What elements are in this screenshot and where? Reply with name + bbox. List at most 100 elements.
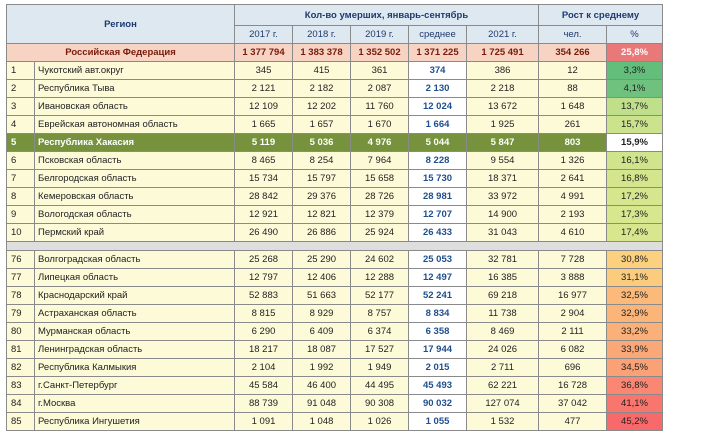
average-cell: 2 130 (408, 79, 467, 98)
percent-cell: 4,1% (606, 79, 663, 98)
value-2017-cell: 6 290 (234, 322, 293, 341)
table-row: 79 Астраханская область 8 815 8 929 8 757 8 8… (6, 304, 663, 323)
region-name-cell: Астраханская область (34, 304, 235, 323)
table-row: 83 г.Санкт-Петербург 45 584 46 400 44 495 45 … (6, 376, 663, 395)
rank-cell: 80 (6, 322, 35, 341)
people-cell: 2 111 (538, 322, 607, 341)
average-cell: 12 024 (408, 97, 467, 116)
value-2018-cell: 91 048 (292, 394, 351, 413)
people-cell: 12 (538, 61, 607, 80)
rank-cell: 9 (6, 205, 35, 224)
value-2019-cell: 7 964 (350, 151, 409, 170)
region-name-cell: Краснодарский край (34, 286, 235, 305)
value-2021-cell: 62 221 (466, 376, 539, 395)
average-header: среднее (408, 25, 467, 44)
growth-group-header: Рост к среднему (538, 4, 663, 26)
people-cell: 696 (538, 358, 607, 377)
people-cell: 7 728 (538, 250, 607, 269)
people-cell: 803 (538, 133, 607, 152)
people-cell: 4 991 (538, 187, 607, 206)
region-name-cell: Пермский край (34, 223, 235, 242)
value-2019-cell: 2 087 (350, 79, 409, 98)
rank-cell: 83 (6, 376, 35, 395)
value-2017-cell: 8 815 (234, 304, 293, 323)
rank-cell: 6 (6, 151, 35, 170)
value-2021-cell: 14 900 (466, 205, 539, 224)
average-cell: 1 664 (408, 115, 467, 134)
value-2021-cell: 127 074 (466, 394, 539, 413)
value-2017-cell: 12 921 (234, 205, 293, 224)
table-row: 82 Республика Калмыкия 2 104 1 992 1 949 2 01… (6, 358, 663, 377)
rank-cell: 8 (6, 187, 35, 206)
value-2019-cell: 90 308 (350, 394, 409, 413)
table-row: 5 Республика Хакасия 5 119 5 036 4 976 5 044 5… (6, 133, 663, 152)
value-2018-cell: 1 992 (292, 358, 351, 377)
value-2017-cell: 52 883 (234, 286, 293, 305)
percent-cell: 13,7% (606, 97, 663, 116)
value-2019-cell: 1 670 (350, 115, 409, 134)
value-2018-cell: 1 657 (292, 115, 351, 134)
average-cell: 5 044 (408, 133, 467, 152)
value-2019-cell: 8 757 (350, 304, 409, 323)
percent-cell: 33,2% (606, 322, 663, 341)
table-row: 77 Липецкая область 12 797 12 406 12 288 12 4… (6, 268, 663, 287)
value-2017-cell: 12 109 (234, 97, 293, 116)
people-cell: 1 648 (538, 97, 607, 116)
value-2021-cell: 9 554 (466, 151, 539, 170)
value-2018-cell: 2 182 (292, 79, 351, 98)
rank-cell: 79 (6, 304, 35, 323)
year-2019-header: 2019 г. (350, 25, 409, 44)
value-2018-cell: 46 400 (292, 376, 351, 395)
average-cell: 12 497 (408, 268, 467, 287)
average-cell: 25 053 (408, 250, 467, 269)
value-2017-cell: 18 217 (234, 340, 293, 359)
region-name-cell: Волгоградская область (34, 250, 235, 269)
table-row: 80 Мурманская область 6 290 6 409 6 374 6 358… (6, 322, 663, 341)
value-2019-cell: 12 379 (350, 205, 409, 224)
people-cell: 16 977 (538, 286, 607, 305)
divider-cell (6, 241, 663, 251)
table-row: 4 Еврейская автономная область 1 665 1 657 1… (6, 115, 663, 134)
value-2019-cell: 17 527 (350, 340, 409, 359)
people-cell: 6 082 (538, 340, 607, 359)
average-cell: 12 707 (408, 205, 467, 224)
table-row: 2 Республика Тыва 2 121 2 182 2 087 2 130 2 21… (6, 79, 663, 98)
value-2019-cell: 28 726 (350, 187, 409, 206)
year-2018-header: 2018 г. (292, 25, 351, 44)
value-2021-cell: 32 781 (466, 250, 539, 269)
rank-cell: 1 (6, 61, 35, 80)
region-name-cell: Вологодская область (34, 205, 235, 224)
average-cell: 52 241 (408, 286, 467, 305)
rank-cell: 3 (6, 97, 35, 116)
value-2019-cell: 1 949 (350, 358, 409, 377)
region-name-cell: Республика Тыва (34, 79, 235, 98)
people-cell: 2 193 (538, 205, 607, 224)
table-row: 1 Чукотский авт.округ 345 415 361 374 386 12 3,3… (6, 61, 663, 80)
average-cell: 17 944 (408, 340, 467, 359)
value-2018-cell: 29 376 (292, 187, 351, 206)
value-2021-cell: 386 (466, 61, 539, 80)
region-name-cell: Мурманская область (34, 322, 235, 341)
value-2018-cell: 415 (292, 61, 351, 80)
region-name-cell: г.Санкт-Петербург (34, 376, 235, 395)
percent-cell: 33,9% (606, 340, 663, 359)
value-2018-cell: 15 797 (292, 169, 351, 188)
value-2021-cell: 33 972 (466, 187, 539, 206)
value-2021-cell: 18 371 (466, 169, 539, 188)
people-cell: 88 (538, 79, 607, 98)
value-2017-cell: 28 842 (234, 187, 293, 206)
value-2017-cell: 2 104 (234, 358, 293, 377)
value-2018-cell: 51 663 (292, 286, 351, 305)
value-2019-cell: 6 374 (350, 322, 409, 341)
russia-percent: 25,8% (606, 43, 663, 62)
value-2018-cell: 5 036 (292, 133, 351, 152)
average-cell: 2 015 (408, 358, 467, 377)
percent-cell: 15,9% (606, 133, 663, 152)
value-2021-cell: 1 532 (466, 412, 539, 431)
rank-cell: 84 (6, 394, 35, 413)
people-cell: 1 326 (538, 151, 607, 170)
value-2019-cell: 361 (350, 61, 409, 80)
average-cell: 374 (408, 61, 467, 80)
value-2019-cell: 12 288 (350, 268, 409, 287)
percent-cell: 36,8% (606, 376, 663, 395)
